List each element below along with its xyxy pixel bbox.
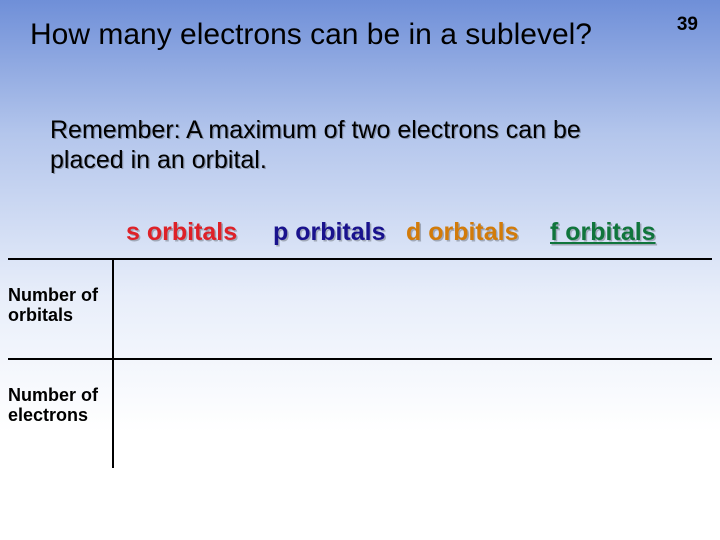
table-vline [112,258,114,468]
orbital-table: s orbitals p orbitals d orbitals f orbit… [0,218,720,258]
slide-title: How many electrons can be in a sublevel? [30,18,592,52]
row-label-number-of-electrons: Number of electrons [8,385,98,425]
column-d-orbitals: d orbitals [406,218,519,247]
page-number: 39 [677,14,698,36]
table-column-headers: s orbitals p orbitals d orbitals f orbit… [0,218,720,258]
remember-text: Remember: A maximum of two electrons can… [50,116,650,175]
row-label-number-of-orbitals: Number of orbitals [8,285,98,325]
column-f-orbitals: f orbitals [550,218,656,247]
column-p-orbitals: p orbitals [273,218,386,247]
column-s-orbitals: s orbitals [126,218,237,247]
